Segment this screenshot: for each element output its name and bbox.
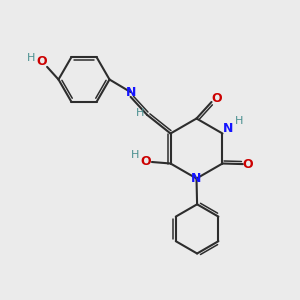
Text: H: H xyxy=(235,116,243,126)
Text: O: O xyxy=(140,155,151,168)
Text: N: N xyxy=(223,122,234,136)
Text: H: H xyxy=(27,53,36,63)
Text: O: O xyxy=(243,158,253,171)
Text: O: O xyxy=(211,92,222,105)
Text: O: O xyxy=(36,55,47,68)
Text: H: H xyxy=(135,108,144,118)
Text: H: H xyxy=(131,150,139,161)
Text: N: N xyxy=(126,85,136,99)
Text: N: N xyxy=(191,172,202,185)
